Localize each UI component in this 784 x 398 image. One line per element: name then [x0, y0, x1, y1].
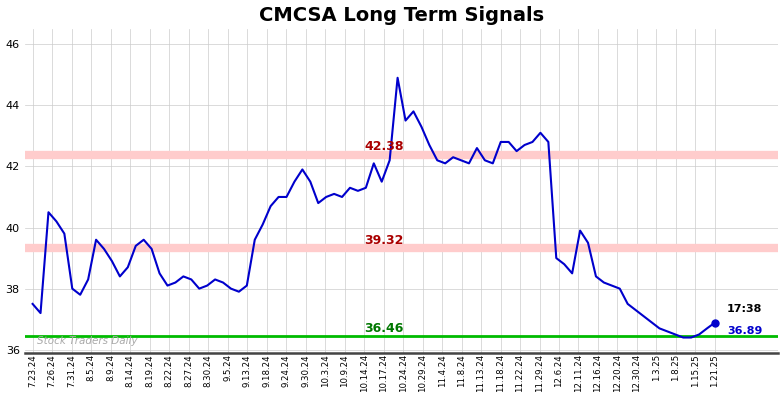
Text: Stock Traders Daily: Stock Traders Daily	[37, 336, 137, 346]
Text: 17:38: 17:38	[727, 304, 762, 314]
Text: 39.32: 39.32	[364, 234, 403, 247]
Text: 36.89: 36.89	[727, 326, 762, 336]
Text: 36.46: 36.46	[364, 322, 403, 335]
Text: 42.38: 42.38	[364, 140, 404, 153]
Title: CMCSA Long Term Signals: CMCSA Long Term Signals	[259, 6, 544, 25]
